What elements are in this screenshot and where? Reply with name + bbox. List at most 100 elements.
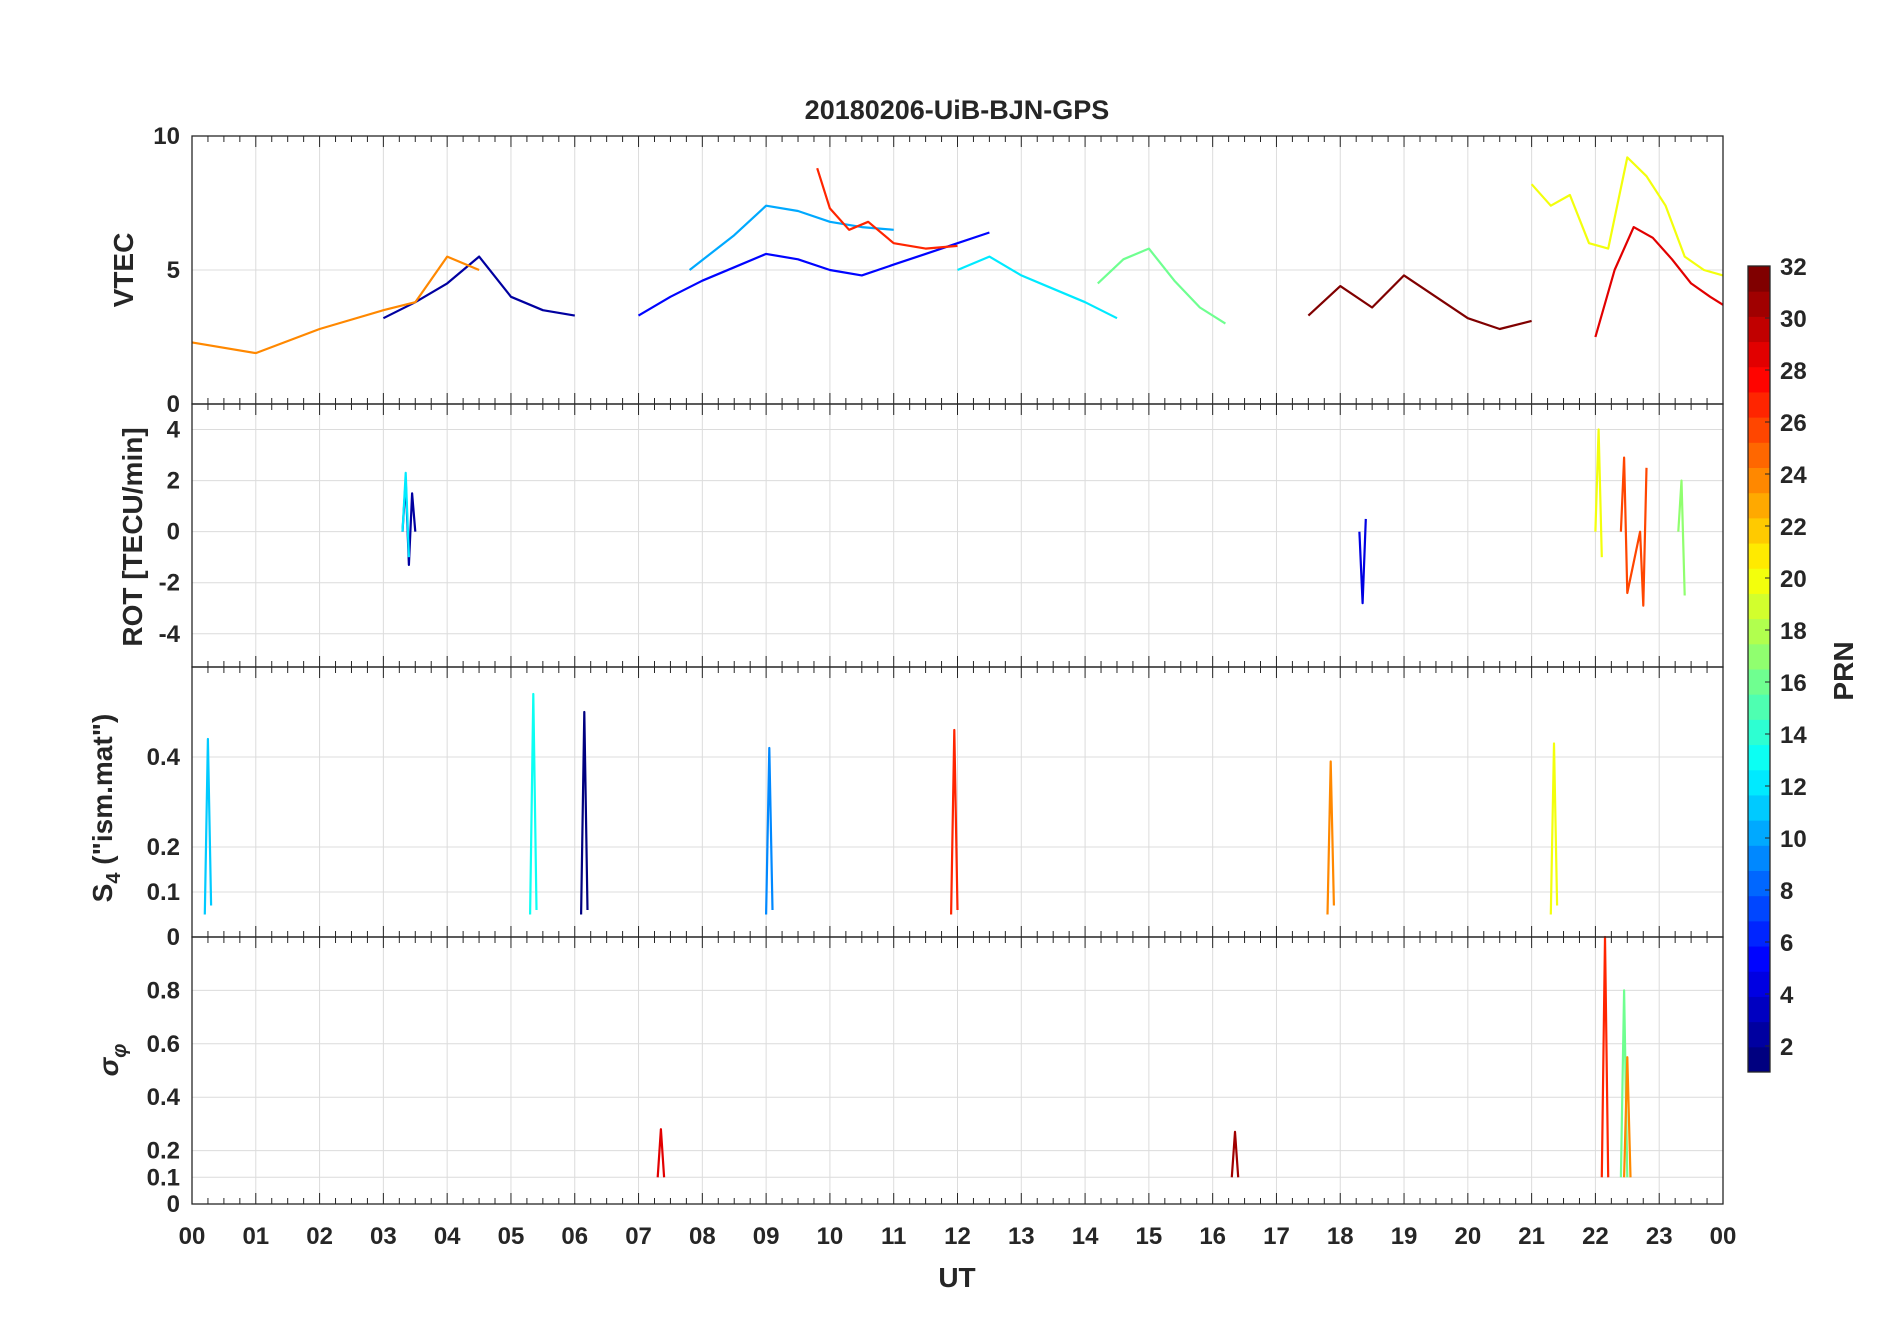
x-tick-label: 12 [944,1223,971,1250]
colorbar-frame [1747,265,1771,1073]
series-line-prn-11 [203,737,213,915]
y-tick-label: 0.6 [147,1031,180,1058]
y-tick-label: 10 [153,123,180,150]
colorbar-segment [1748,769,1770,796]
x-tick-label: 19 [1391,1223,1418,1250]
x-tick-label: 04 [434,1223,461,1250]
colorbar-segment [1748,492,1770,519]
colorbar-tick-label: 32 [1780,254,1807,281]
colorbar-tick-label: 10 [1780,826,1807,853]
series-line-prn-12 [401,471,410,558]
colorbar-tick-label: 14 [1780,722,1807,749]
series-line-prn-32 [1307,274,1532,331]
series-line-prn-27 [816,167,958,250]
series-line-prn-2 [382,255,575,320]
colorbar-segment [1748,794,1770,821]
series-line-prn-24 [1623,1056,1632,1178]
x-tick-label: 01 [242,1223,269,1250]
colorbar-segment [1748,845,1770,871]
y-tick-label: 0 [167,391,180,418]
colorbar-tick-label: 4 [1780,982,1794,1009]
x-tick-label: 06 [561,1223,588,1250]
colorbar-segment [1748,568,1770,594]
y-tick-label: 5 [167,257,180,284]
x-axis-label: UT [938,1262,975,1293]
x-tick-label: 09 [753,1223,780,1250]
colorbar-segment [1748,996,1770,1023]
panel-frame-sigma_phi [191,936,1724,1205]
colorbar-segment [1748,820,1770,846]
colorbar-segment [1748,316,1770,343]
x-tick-label: 23 [1646,1223,1673,1250]
colorbar-tick-label: 16 [1780,670,1807,697]
series-line-prn-20 [1530,156,1724,277]
y-tick-label: 0.8 [147,977,180,1004]
x-tick-label: 00 [1710,1223,1737,1250]
series-line-prn-24 [191,255,480,355]
x-tick-label: 20 [1454,1223,1481,1250]
y-tick-label: 0 [167,1191,180,1218]
colorbar-segment [1748,895,1770,922]
x-tick-label: 22 [1582,1223,1609,1250]
colorbar-segment [1748,1046,1770,1073]
x-tick-label: 17 [1263,1223,1290,1250]
series-line-prn-4 [1358,518,1367,605]
colorbar-tick-label: 28 [1780,358,1807,385]
series-line-prn-27 [1600,935,1610,1178]
colorbar-segment [1748,694,1770,720]
colorbar-tick-label: 20 [1780,566,1807,593]
series-line-prn-5 [637,231,990,317]
y-tick-label: 0 [167,924,180,951]
x-tick-label: 03 [370,1223,397,1250]
y-tick-label: 0.1 [147,1164,180,1191]
y-tick-label: -2 [159,570,180,597]
series-line-prn-1 [580,710,589,915]
colorbar-label: PRN [1828,641,1859,700]
colorbar-segment [1748,417,1770,443]
colorbar-segment [1748,719,1770,746]
series-line-prn-20 [1594,428,1603,558]
x-tick-label: 14 [1072,1223,1099,1250]
y-tick-label: -4 [159,621,181,648]
colorbar-segment [1748,391,1770,418]
series-line-prn-20 [1549,742,1559,915]
x-tick-label: 08 [689,1223,716,1250]
x-tick-label: 13 [1008,1223,1035,1250]
colorbar-tick-label: 22 [1780,514,1807,541]
colorbar-segment [1748,517,1770,544]
x-tick-label: 02 [306,1223,333,1250]
x-tick-label: 16 [1199,1223,1226,1250]
colorbar-segment [1748,291,1770,317]
series-line-prn-29 [1594,226,1724,338]
colorbar-segment [1748,920,1770,947]
colorbar-tick-label: 2 [1780,1034,1793,1061]
ylabel-sigma-phi: σφ [93,1044,131,1077]
series-line-prn-27 [950,728,959,915]
colorbar-segment [1748,870,1770,897]
colorbar-segment [1748,643,1770,670]
y-tick-label: 0.2 [147,1138,180,1165]
colorbar-tick-label: 12 [1780,774,1807,801]
chart-title: 20180206-UiB-BJN-GPS [805,95,1110,125]
ylabel-rot: ROT [TECU/min] [117,427,148,646]
y-tick-label: 0.2 [147,834,180,861]
ylabel-vtec: VTEC [108,233,139,308]
colorbar-segment [1748,946,1770,972]
colorbar-segment [1748,442,1770,468]
colorbar-segment [1748,971,1770,997]
series-line-prn-31 [1230,1130,1240,1178]
colorbar-tick-label: 26 [1780,410,1807,437]
y-tick-label: 0.4 [147,1084,181,1111]
series-line-prn-9 [765,746,774,915]
series-line-prn-17 [1677,479,1686,596]
series-line-prn-29 [656,1128,666,1178]
x-tick-label: 11 [881,1223,906,1250]
x-tick-label: 10 [817,1223,844,1250]
colorbar-segment [1748,669,1770,695]
colorbar-segment [1748,618,1770,645]
series-line-prn-10 [688,204,894,271]
colorbar-segment [1748,1021,1770,1048]
colorbar-tick-label: 6 [1780,930,1793,957]
ylabel-s4: S4 ("ism.mat") [87,714,125,903]
